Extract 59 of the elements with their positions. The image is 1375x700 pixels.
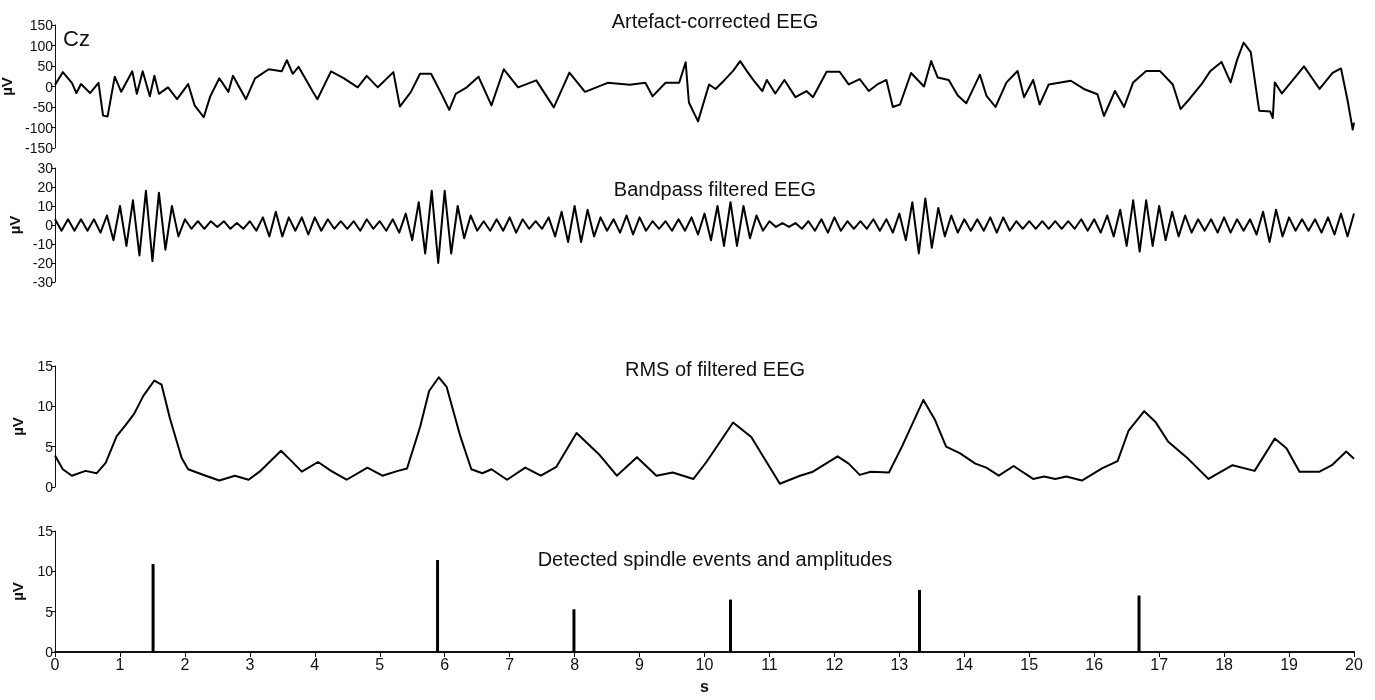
bar [436, 560, 440, 652]
x-tick-label: 15 [1020, 655, 1039, 673]
x-tick-label: 4 [310, 655, 320, 673]
y-axis-title: µV [5, 215, 23, 235]
y-tick-label: 0 [45, 644, 54, 660]
chart-title: Artefact-corrected EEG [611, 10, 819, 32]
y-tick-label: 5 [45, 438, 54, 455]
y-axis-title: µV [9, 582, 26, 601]
y-tick-label: 50 [37, 58, 54, 74]
bar [728, 599, 732, 652]
y-tick-label: 0 [45, 217, 54, 233]
y-tick-label: 15 [37, 523, 54, 539]
y-tick-label: 15 [37, 358, 54, 374]
line-series [54, 376, 1355, 485]
y-tick-label: -50 [32, 99, 54, 115]
y-tick-label: 100 [29, 37, 54, 54]
x-tick-label: 10 [695, 655, 714, 673]
y-tick-label: 10 [37, 563, 54, 580]
y-tick-label: 10 [37, 198, 54, 214]
x-tick-label: 5 [375, 655, 385, 673]
y-tick-label: 30 [37, 160, 54, 176]
x-tick-label: 17 [1150, 655, 1169, 673]
x-tick-label: 13 [890, 655, 909, 673]
x-tick-label: 1 [115, 655, 125, 673]
y-tick-label: 5 [45, 603, 54, 620]
text: Bandpass filtered EEG [613, 178, 817, 200]
x-tick-label: 2 [180, 655, 190, 673]
y-tick-label: 0 [45, 479, 54, 495]
y-axis-title: µV [9, 417, 26, 436]
x-tick-label: 16 [1085, 655, 1104, 673]
bar [1137, 595, 1141, 652]
bar [917, 589, 921, 652]
x-axis-title: s [700, 677, 710, 695]
bar [572, 609, 576, 652]
x-tick-label: 14 [955, 655, 974, 673]
x-tick-label: 8 [570, 655, 580, 673]
x-tick-label: 19 [1280, 655, 1299, 673]
y-tick-label: -30 [32, 274, 54, 290]
x-tick-label: 20 [1345, 655, 1363, 673]
x-tick-label: 6 [440, 655, 450, 673]
x-tick-label: 7 [505, 655, 515, 673]
y-tick-label: 20 [37, 179, 54, 195]
y-tick-label: -10 [32, 236, 54, 252]
y-tick-label: -100 [24, 119, 54, 136]
text: Detected spindle events and amplitudes [537, 548, 893, 570]
y-tick-label: -150 [24, 140, 54, 156]
y-tick-label: -20 [32, 255, 54, 271]
annotation: Cz [63, 25, 90, 51]
y-tick-label: 150 [29, 17, 54, 33]
chart-title: RMS of filtered EEG [624, 358, 806, 380]
x-tick-label: 11 [761, 655, 778, 673]
y-tick-label: 0 [45, 78, 54, 95]
x-tick-label: 3 [245, 655, 255, 673]
bar [151, 564, 155, 652]
x-tick-label: 12 [825, 655, 844, 673]
y-axis-title: µV [0, 77, 16, 96]
x-tick-label: 18 [1215, 655, 1234, 673]
y-tick-label: 10 [37, 398, 54, 415]
x-tick-label: 9 [635, 655, 645, 673]
